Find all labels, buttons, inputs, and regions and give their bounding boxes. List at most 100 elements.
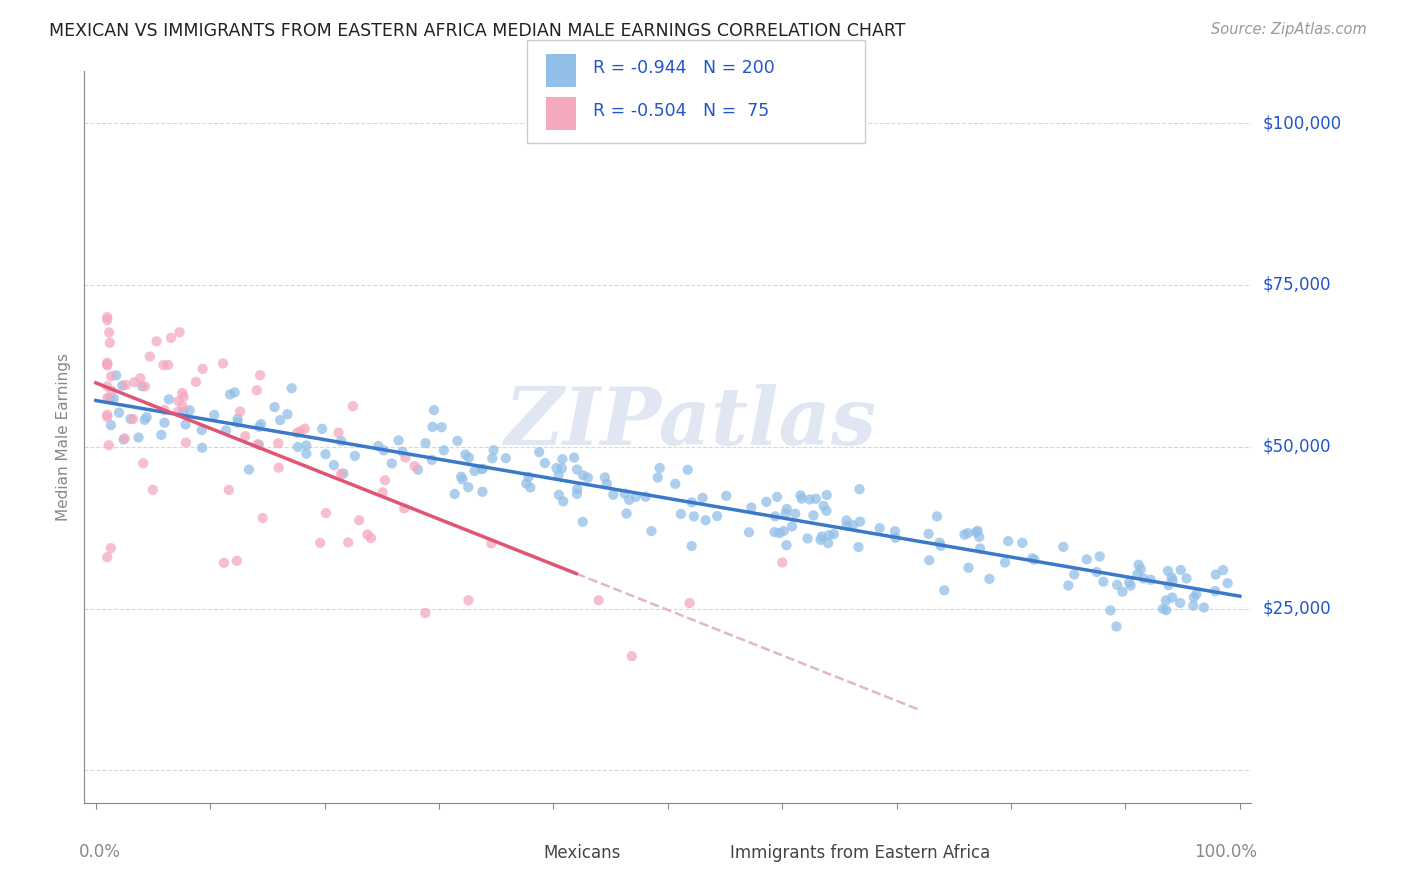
Point <box>226 416 249 430</box>
Point <box>114 378 136 392</box>
Point <box>150 428 173 442</box>
Point <box>96 379 118 393</box>
Point <box>190 423 212 437</box>
Point <box>153 416 176 430</box>
Point <box>152 358 174 372</box>
Point <box>129 371 152 385</box>
Point <box>997 534 1019 549</box>
Point <box>811 529 834 543</box>
Point <box>330 434 353 448</box>
Point <box>247 438 270 452</box>
Point <box>96 313 118 327</box>
Point <box>527 445 550 459</box>
Text: R = -0.504   N =  75: R = -0.504 N = 75 <box>593 102 769 120</box>
Text: $100,000: $100,000 <box>1263 114 1341 132</box>
Text: Mexicans: Mexicans <box>543 844 620 862</box>
Point <box>131 379 153 393</box>
Point <box>330 467 353 481</box>
Point <box>451 472 474 486</box>
Point <box>1161 574 1184 588</box>
Point <box>218 483 240 497</box>
Point <box>551 461 574 475</box>
Text: $75,000: $75,000 <box>1263 276 1331 294</box>
Point <box>128 430 150 444</box>
Point <box>1139 573 1161 587</box>
Point <box>546 461 568 475</box>
Point <box>534 456 557 470</box>
Point <box>616 507 638 521</box>
Point <box>446 434 468 448</box>
Point <box>1063 567 1085 582</box>
Point <box>957 561 980 575</box>
Point <box>969 541 991 556</box>
Point <box>374 473 396 487</box>
Point <box>966 524 988 538</box>
Point <box>229 404 252 418</box>
Point <box>495 451 517 466</box>
Point <box>269 413 291 427</box>
Point <box>96 310 118 325</box>
Point <box>111 378 134 392</box>
Point <box>246 437 269 451</box>
Point <box>714 489 737 503</box>
Point <box>415 436 437 450</box>
Point <box>103 392 125 406</box>
Point <box>835 518 858 533</box>
Point <box>224 385 246 400</box>
Point <box>740 500 762 515</box>
Point <box>172 386 194 401</box>
Point <box>247 420 270 434</box>
Point <box>337 535 360 549</box>
Point <box>1157 564 1180 578</box>
Point <box>145 334 167 349</box>
Point <box>1057 578 1080 592</box>
Point <box>371 485 394 500</box>
Point <box>157 392 180 407</box>
Point <box>191 362 214 376</box>
Point <box>785 507 807 521</box>
Point <box>100 418 122 433</box>
Point <box>100 369 122 384</box>
Point <box>790 491 813 506</box>
Point <box>267 460 290 475</box>
Point <box>766 490 789 504</box>
Point <box>226 412 249 426</box>
Text: $50,000: $50,000 <box>1263 438 1331 456</box>
Point <box>443 487 465 501</box>
Point <box>884 524 907 539</box>
Point <box>238 462 260 476</box>
Point <box>179 403 201 417</box>
Point <box>517 470 540 484</box>
Point <box>1126 567 1149 582</box>
Point <box>994 556 1017 570</box>
Point <box>1182 599 1205 613</box>
Point <box>387 434 409 448</box>
Point <box>869 521 891 535</box>
Point <box>1154 593 1177 607</box>
Point <box>640 524 662 538</box>
Point <box>290 424 312 438</box>
Point <box>519 480 541 494</box>
Point <box>433 443 456 458</box>
Point <box>1205 567 1227 582</box>
Point <box>1168 596 1191 610</box>
Point <box>692 491 714 505</box>
Point <box>96 358 118 372</box>
Point <box>347 513 370 527</box>
Point <box>925 509 948 524</box>
Point <box>98 335 121 350</box>
Point <box>470 462 492 476</box>
Point <box>1085 565 1108 579</box>
Point <box>515 476 537 491</box>
Point <box>482 443 505 458</box>
Point <box>263 400 285 414</box>
Point <box>1175 571 1198 585</box>
Point <box>934 583 956 598</box>
Point <box>471 484 494 499</box>
Point <box>1204 584 1226 599</box>
Point <box>252 511 274 525</box>
Point <box>1111 584 1133 599</box>
Point <box>98 326 121 340</box>
Point <box>294 421 316 435</box>
Point <box>454 448 477 462</box>
